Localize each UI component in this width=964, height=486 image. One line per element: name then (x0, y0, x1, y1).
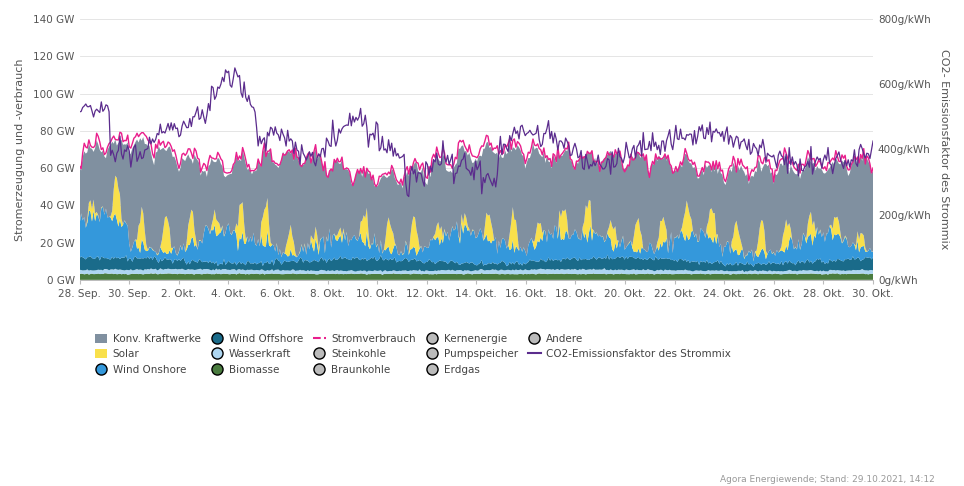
Text: Agora Energiewende; Stand: 29.10.2021, 14:12: Agora Energiewende; Stand: 29.10.2021, 1… (720, 474, 935, 484)
Y-axis label: Stromerzeugung und -verbrauch: Stromerzeugung und -verbrauch (15, 58, 25, 241)
Y-axis label: CO2- Emissionsfaktor des Strommix: CO2- Emissionsfaktor des Strommix (939, 49, 949, 250)
Legend: Konv. Kraftwerke, Solar, Wind Onshore, Wind Offshore, Wasserkraft, Biomasse, Str: Konv. Kraftwerke, Solar, Wind Onshore, W… (91, 330, 735, 379)
